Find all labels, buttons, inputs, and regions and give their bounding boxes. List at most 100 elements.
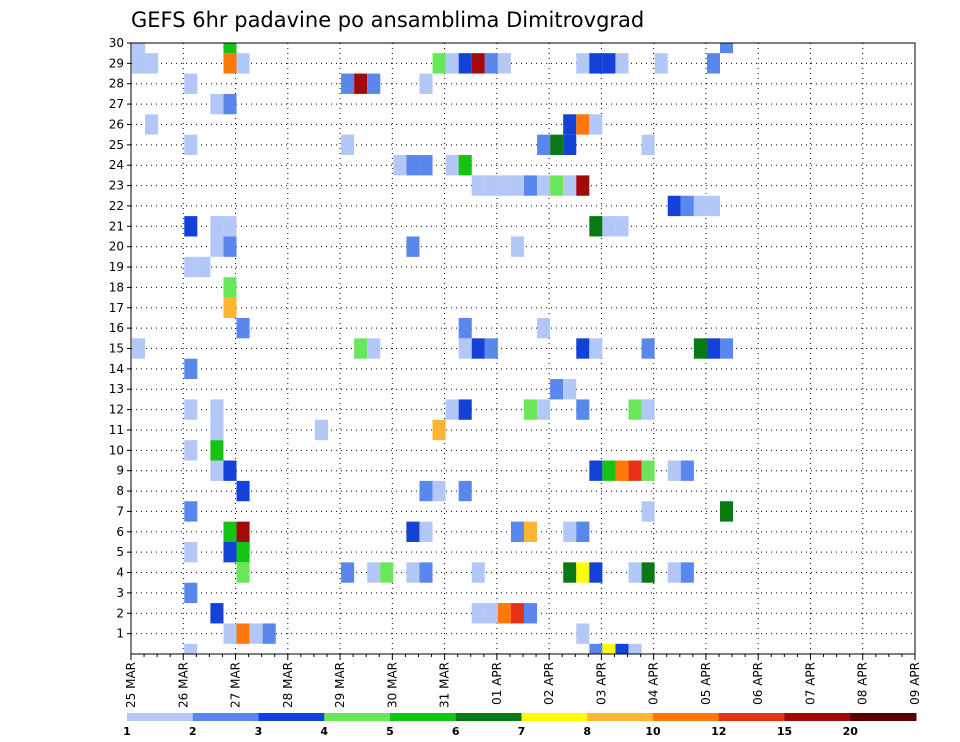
y-tick-label: 11 — [109, 423, 124, 437]
chart-title: GEFS 6hr padavine po ansamblima Dimitrov… — [131, 8, 644, 32]
heatmap-cell — [589, 460, 603, 481]
heatmap-cell — [197, 256, 211, 278]
heatmap-cell — [615, 53, 629, 74]
y-tick-label: 28 — [109, 77, 124, 91]
y-tick-label: 22 — [109, 199, 124, 213]
heatmap-cell — [341, 134, 355, 156]
heatmap-cell — [641, 562, 655, 583]
heatmap-cell — [210, 216, 224, 237]
x-tick-label: 27 MAR — [229, 662, 243, 708]
heatmap-cell — [367, 73, 381, 94]
heatmap-cell — [380, 562, 394, 583]
colorbar-swatch — [324, 713, 391, 721]
heatmap-cell — [132, 53, 146, 74]
heatmap-cell — [497, 175, 511, 196]
x-tick-label: 02 APR — [542, 662, 556, 705]
heatmap-cell — [524, 521, 538, 542]
colorbar-swatch — [521, 713, 588, 721]
heatmap-cell — [680, 195, 694, 217]
heatmap-cell — [706, 195, 720, 217]
y-tick-label: 3 — [116, 586, 124, 600]
heatmap-cell — [641, 460, 655, 481]
heatmap-cell — [223, 460, 237, 481]
heatmap-cell — [563, 521, 577, 542]
y-tick-label: 1 — [116, 627, 124, 641]
heatmap-cell — [589, 53, 603, 74]
y-tick-label: 23 — [109, 179, 124, 193]
heatmap-cell — [184, 582, 198, 604]
heatmap-cell — [693, 195, 707, 217]
heatmap-cell — [706, 53, 720, 74]
heatmap-cell — [145, 114, 159, 135]
heatmap-cell — [550, 134, 564, 156]
heatmap-cell — [576, 175, 590, 196]
heatmap-cell — [641, 399, 655, 420]
heatmap-cell — [223, 216, 237, 237]
heatmap-cell — [458, 338, 472, 359]
heatmap-cell — [223, 277, 237, 298]
heatmap-cell — [667, 562, 681, 583]
heatmap-cell — [563, 379, 577, 400]
heatmap-cell — [367, 562, 381, 583]
heatmap-cell — [236, 623, 250, 644]
colorbar-label: 6 — [452, 725, 460, 738]
x-axis: 25 MAR 26 MAR 27 MAR 28 MAR 29 MAR 30 MAR 31 M… — [124, 654, 922, 708]
heatmap-cell — [458, 53, 472, 74]
colorbar-swatch — [258, 713, 325, 721]
y-tick-label: 8 — [116, 484, 124, 498]
y-tick-label: 12 — [109, 403, 124, 417]
colorbar-swatch — [718, 713, 785, 721]
colorbar-swatch — [455, 713, 522, 721]
heatmap-cell — [341, 73, 355, 94]
heatmap-cell — [563, 114, 577, 135]
heatmap-cell — [406, 521, 420, 542]
x-tick-label: 01 APR — [490, 662, 504, 705]
heatmap-cell — [354, 338, 368, 359]
gridlines — [131, 43, 915, 654]
heatmap-cell — [184, 399, 198, 420]
heatmap-cell — [589, 216, 603, 237]
heatmap-cell — [419, 480, 433, 502]
colorbar-label: 4 — [320, 725, 328, 738]
heatmap-cell — [432, 53, 446, 74]
heatmap-cell — [236, 521, 250, 542]
y-tick-label: 21 — [109, 219, 124, 233]
heatmap-cell — [510, 603, 524, 624]
heatmap-cell — [210, 460, 224, 481]
heatmap-cell — [419, 73, 433, 94]
heatmap-cell — [210, 603, 224, 624]
heatmap-cell — [537, 134, 551, 156]
colorbar-label: 20 — [843, 725, 859, 738]
y-tick-label: 7 — [116, 504, 124, 518]
heatmap-cell — [510, 521, 524, 542]
heatmap-cell — [236, 562, 250, 583]
colorbar-label: 15 — [777, 725, 792, 738]
colorbar-label: 8 — [583, 725, 591, 738]
colorbar-legend: 1 2 3 4 5 6 7 8 10 12 15 20 — [123, 713, 917, 738]
y-tick-label: 4 — [116, 566, 124, 580]
y-axis: 1234567891011121314151617181920212223242… — [109, 36, 131, 641]
heatmap-cell — [471, 175, 485, 196]
x-tick-label: 30 MAR — [385, 662, 399, 708]
colorbar-label: 2 — [189, 725, 197, 738]
colorbar-swatch — [653, 713, 720, 721]
heatmap-cell — [484, 338, 498, 359]
colorbar-swatch — [587, 713, 654, 721]
y-tick-label: 30 — [109, 36, 124, 50]
heatmap-cell — [510, 236, 524, 257]
heatmap-cell — [210, 93, 224, 115]
heatmap-cell — [210, 440, 224, 461]
heatmap-cell — [184, 216, 198, 237]
heatmap-cell — [693, 338, 707, 359]
y-tick-label: 18 — [109, 280, 124, 294]
heatmap-cell — [628, 562, 642, 583]
y-tick-label: 6 — [116, 525, 124, 539]
y-tick-label: 19 — [109, 260, 124, 274]
heatmap-cell — [602, 53, 616, 74]
heatmap-cell — [524, 399, 538, 420]
y-tick-label: 17 — [109, 301, 124, 315]
heatmap-cell — [236, 480, 250, 502]
heatmap-cell — [589, 114, 603, 135]
heatmap-cell — [497, 53, 511, 74]
